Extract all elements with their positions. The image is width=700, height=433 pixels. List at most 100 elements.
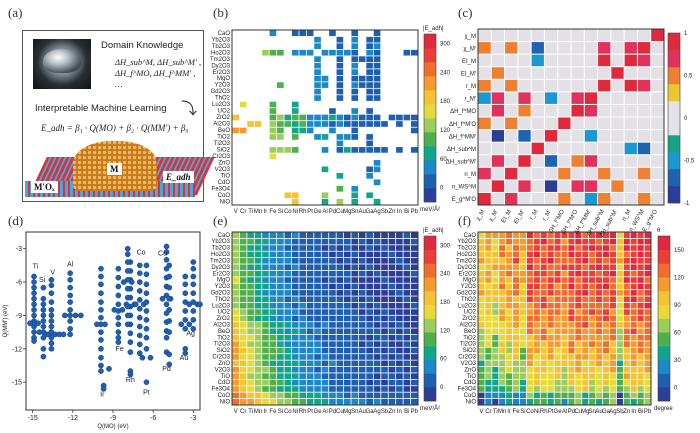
x-tick-label: Cu — [336, 209, 344, 215]
y-tick-label: V2O3 — [215, 367, 231, 373]
matrix-cell — [571, 192, 584, 205]
heatmap-cell — [314, 238, 321, 245]
heatmap-cell — [609, 302, 616, 309]
heatmap-cell — [306, 270, 314, 277]
x-tick-label: Ge — [314, 409, 323, 415]
heatmap-cell — [291, 258, 299, 264]
heatmap-cell — [499, 264, 506, 271]
heatmap-cell — [533, 251, 540, 258]
heatmap-cell — [291, 386, 299, 392]
x-tick-label: Bi — [638, 409, 643, 415]
heatmap-cell — [344, 379, 351, 386]
heatmap-cell — [485, 290, 492, 296]
heatmap-cell — [540, 341, 547, 347]
data-point — [31, 295, 37, 302]
heatmap-cell — [526, 245, 533, 251]
matrix-cell — [544, 192, 558, 205]
heatmap-cell — [499, 386, 506, 392]
heatmap-cell — [254, 379, 262, 386]
heatmap-cell — [575, 334, 582, 341]
y-tick-label: Y2O3 — [215, 284, 231, 290]
heatmap-cell — [554, 392, 561, 399]
heatmap-cell — [381, 334, 388, 341]
heatmap-cell — [314, 62, 321, 69]
heatmap-cell — [269, 302, 277, 309]
heatmap-cell — [351, 283, 359, 290]
data-point — [182, 281, 189, 288]
x-tick-label: Ti — [493, 409, 498, 415]
heatmap-cell — [540, 322, 547, 328]
heatmap-cell — [547, 238, 554, 245]
heatmap-cell — [299, 354, 306, 360]
heatmap-cell — [596, 238, 603, 245]
heatmap-cell — [291, 392, 299, 399]
x-tick-label: Ga — [602, 409, 611, 415]
heatmap-cell — [284, 238, 292, 245]
heatmap-cell — [277, 366, 284, 373]
heatmap-cell — [239, 347, 247, 354]
matrix-cell — [598, 42, 611, 54]
series-Co — [120, 245, 135, 328]
data-point — [115, 314, 122, 321]
heatmap-cell — [336, 366, 344, 373]
heatmap-cell — [403, 264, 411, 271]
heatmap-cell — [575, 309, 582, 315]
heatmap-cell — [575, 238, 582, 245]
heatmap-cell — [616, 296, 623, 303]
y-tick-label: Tb2O3 — [212, 44, 231, 50]
heatmap-cell — [329, 283, 336, 290]
iml-title: Interpretable Machine Learning — [35, 103, 167, 114]
heatmap-cell — [329, 379, 336, 386]
heatmap-cell — [589, 232, 596, 239]
heatmap-cell — [485, 360, 492, 367]
colorbar-segment — [658, 236, 670, 251]
heatmap-cell — [351, 347, 359, 354]
heatmap-cell — [547, 379, 554, 386]
heatmap-cell — [478, 238, 485, 245]
data-point — [136, 279, 143, 285]
heatmap-cell — [336, 373, 344, 379]
heatmap-cell — [262, 302, 269, 309]
heatmap-cell — [561, 245, 568, 251]
heatmap-cell — [321, 49, 329, 56]
x-tick-label: Ga — [366, 409, 375, 415]
heatmap-cell — [547, 251, 554, 258]
x-tick-label: Si — [278, 409, 283, 415]
heatmap-cell — [358, 296, 366, 303]
heatmap-cell — [506, 366, 513, 373]
heatmap-cell — [239, 379, 247, 386]
matrix-cell — [531, 117, 544, 130]
matrix-cell — [518, 117, 531, 130]
heatmap-cell — [396, 398, 403, 405]
data-point — [190, 325, 197, 332]
heatmap-cell — [396, 309, 403, 315]
heatmap-cell — [485, 322, 492, 328]
heatmap-cell — [373, 49, 381, 56]
colorbar-tick-label: 180 — [440, 300, 451, 306]
heatmap-cell — [630, 328, 637, 335]
colorbar-tick-label: 60 — [674, 330, 681, 336]
heatmap-cell — [478, 270, 485, 277]
heatmap-cell — [344, 147, 351, 153]
heatmap-cell — [568, 360, 575, 367]
heatmap-cell — [306, 360, 314, 367]
matrix-cell — [584, 42, 598, 54]
heatmap-cell — [596, 258, 603, 264]
y-tick-label: Lu2O3 — [212, 303, 231, 309]
matrix-cell — [637, 79, 651, 92]
heatmap-cell — [262, 334, 269, 341]
colorbar-unit: meV/Å² — [420, 405, 440, 412]
heatmap-cell — [499, 334, 506, 341]
heatmap-cell — [291, 347, 299, 354]
heatmap-cell — [277, 277, 284, 283]
matrix-cell — [558, 167, 571, 180]
data-point — [190, 259, 197, 265]
heatmap-cell — [344, 296, 351, 303]
matrix-cell — [505, 130, 518, 142]
heatmap-cell — [381, 398, 388, 405]
heatmap-cell — [306, 373, 314, 379]
heatmap-cell — [366, 251, 373, 258]
heatmap-cell — [547, 315, 554, 322]
heatmap-cell — [269, 398, 277, 405]
heatmap-cell — [269, 30, 277, 37]
